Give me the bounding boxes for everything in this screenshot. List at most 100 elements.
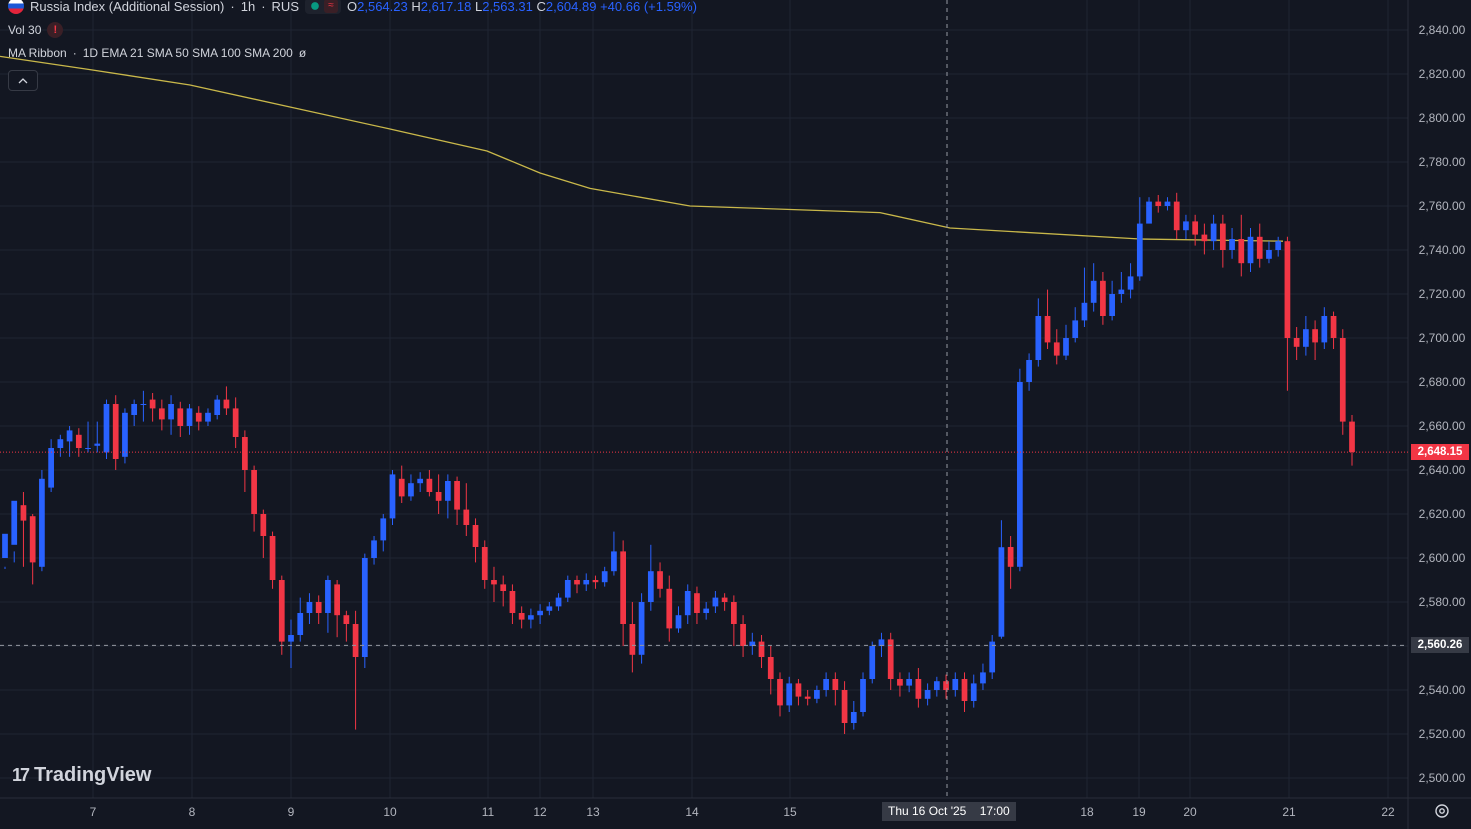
candle bbox=[1312, 320, 1318, 360]
symbol-legend: Russia Index (Additional Session) · 1h ·… bbox=[8, 0, 697, 14]
legend-separator: · bbox=[72, 46, 77, 60]
candle bbox=[1238, 214, 1245, 277]
ma-ribbon-params: 1D EMA 21 SMA 50 SMA 100 SMA 200 bbox=[82, 46, 293, 60]
candle bbox=[1201, 223, 1208, 255]
gear-icon[interactable] bbox=[1433, 802, 1451, 820]
time-tick-label: 15 bbox=[783, 805, 797, 819]
change-value: +40.66 (+1.59%) bbox=[600, 0, 697, 14]
candle bbox=[29, 514, 36, 585]
candle bbox=[528, 608, 534, 629]
candle bbox=[343, 610, 350, 642]
candle-body bbox=[1146, 201, 1152, 224]
candle-body bbox=[730, 602, 737, 624]
candle-body bbox=[1201, 234, 1208, 242]
candle-body bbox=[481, 547, 488, 580]
candle-body bbox=[1284, 241, 1291, 338]
candle-body bbox=[518, 613, 525, 620]
candle-body bbox=[537, 610, 543, 616]
candle-body bbox=[647, 571, 654, 602]
candle bbox=[39, 470, 45, 572]
candle-body bbox=[1053, 342, 1060, 356]
candle-body bbox=[528, 615, 534, 620]
candle-body bbox=[131, 404, 138, 415]
candle bbox=[1109, 280, 1115, 321]
candle-body bbox=[1127, 276, 1134, 290]
candle bbox=[94, 421, 101, 453]
time-tick-label: 7 bbox=[90, 805, 97, 819]
candle-body bbox=[1109, 294, 1115, 316]
candle-body bbox=[961, 679, 968, 701]
time-tick-label: 14 bbox=[685, 805, 699, 819]
candle bbox=[1284, 236, 1291, 391]
candle bbox=[334, 580, 340, 638]
candle-body bbox=[306, 602, 313, 613]
candle bbox=[804, 690, 811, 706]
candle bbox=[1136, 197, 1143, 281]
candle-body bbox=[1007, 547, 1014, 567]
candle-body bbox=[1330, 316, 1337, 338]
candle-body bbox=[260, 514, 267, 536]
candle bbox=[647, 544, 654, 611]
candle bbox=[906, 672, 913, 693]
time-axis[interactable]: 7 8 9 10 11 12 13 14 15 18 19 20 21 22 bbox=[90, 805, 1395, 819]
candle-body bbox=[103, 404, 110, 453]
candle-body bbox=[297, 613, 304, 635]
candle bbox=[57, 434, 64, 457]
candle bbox=[260, 509, 267, 558]
candle-body bbox=[1026, 360, 1032, 382]
candle bbox=[1017, 368, 1023, 572]
candle bbox=[1321, 307, 1328, 349]
candle-body bbox=[684, 591, 691, 616]
candle-body bbox=[1339, 338, 1346, 422]
candle bbox=[472, 518, 479, 563]
price-tick-label: 2,600.00 bbox=[1419, 551, 1466, 565]
volume-legend[interactable]: Vol 30 ! bbox=[8, 22, 64, 38]
candle-body bbox=[112, 404, 119, 459]
candle-body bbox=[361, 558, 368, 657]
candle-body bbox=[878, 639, 885, 646]
candle bbox=[1229, 228, 1235, 259]
candle bbox=[297, 597, 304, 642]
candle bbox=[638, 593, 645, 664]
candle bbox=[1081, 267, 1088, 327]
time-tick-label: 11 bbox=[482, 805, 495, 819]
candle-body bbox=[1349, 421, 1355, 453]
tradingview-logo[interactable]: 17 TradingView bbox=[12, 764, 151, 787]
candle-body bbox=[767, 657, 774, 679]
collapse-legend-button[interactable] bbox=[8, 70, 38, 91]
exchange-label: RUS bbox=[271, 0, 299, 14]
ma-ribbon-legend[interactable]: MA Ribbon · 1D EMA 21 SMA 50 SMA 100 SMA… bbox=[8, 46, 306, 60]
price-axis[interactable]: 2,840.00 2,820.00 2,800.00 2,780.00 2,760.00… bbox=[1419, 23, 1466, 785]
candle bbox=[352, 610, 359, 730]
candle-body bbox=[740, 624, 746, 646]
time-tick-label: 13 bbox=[586, 805, 600, 819]
candle bbox=[795, 679, 802, 706]
warning-icon[interactable]: ! bbox=[47, 22, 64, 38]
interval-label[interactable]: 1h bbox=[240, 0, 256, 14]
candle-body bbox=[500, 584, 507, 591]
candle-body bbox=[970, 683, 977, 701]
symbol-title[interactable]: Russia Index (Additional Session) bbox=[30, 0, 225, 14]
candle-body bbox=[933, 681, 940, 690]
candle-body bbox=[232, 408, 239, 437]
candle-body bbox=[1072, 320, 1079, 338]
candle bbox=[611, 531, 617, 576]
candle bbox=[205, 408, 211, 426]
candle-body bbox=[638, 602, 645, 655]
candle-body bbox=[1219, 223, 1226, 250]
price-tick-label: 2,840.00 bbox=[1419, 23, 1466, 37]
candle bbox=[426, 470, 433, 497]
price-tick-label: 2,680.00 bbox=[1419, 375, 1466, 389]
price-tick-label: 2,740.00 bbox=[1419, 243, 1466, 257]
candle bbox=[546, 602, 553, 616]
candle bbox=[897, 672, 903, 697]
candle-body bbox=[435, 492, 442, 501]
candle bbox=[408, 474, 414, 501]
candle bbox=[620, 540, 627, 646]
price-tick-label: 2,660.00 bbox=[1419, 419, 1466, 433]
candle-body bbox=[1136, 223, 1143, 277]
status-pill[interactable]: ≈ bbox=[305, 0, 341, 14]
candle bbox=[389, 470, 396, 525]
close-value: 2,604.89 bbox=[545, 0, 597, 14]
